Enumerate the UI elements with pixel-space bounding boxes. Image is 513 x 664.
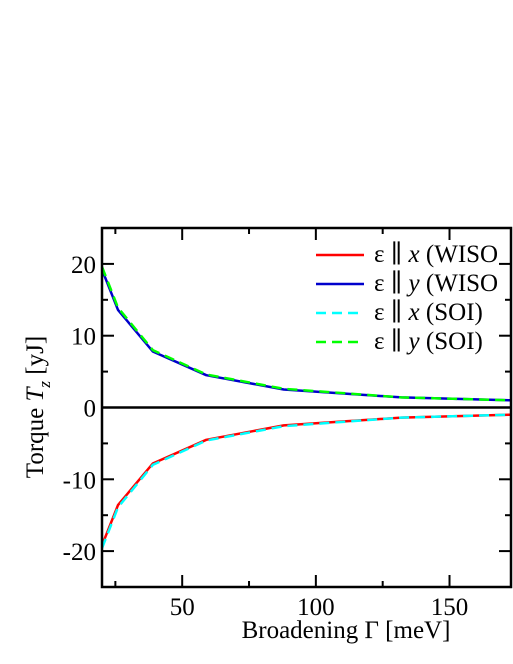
y-axis-label-var: T — [22, 385, 49, 401]
x-tick-label: 50 — [170, 594, 195, 621]
x-tick-label: 100 — [297, 594, 335, 621]
y-tick-label: -20 — [63, 539, 96, 566]
y-tick-label: -10 — [63, 467, 96, 494]
y-axis-label-sub: z — [35, 381, 54, 389]
series-line-1 — [100, 413, 512, 546]
x-axis-label: Broadening Γ [meV] — [242, 617, 451, 644]
y-axis-label: Torque Tz [yJ] — [22, 336, 54, 478]
legend-label-2: ε ∥ y (WISO — [374, 270, 498, 297]
legend-label-4: ε ∥ y (SOI) — [374, 328, 483, 355]
legend-label-1: ε ∥ x (WISO — [374, 241, 498, 268]
x-tick-label: 150 — [431, 594, 469, 621]
y-tick-label: 10 — [71, 324, 96, 351]
y-tick-label: 20 — [71, 252, 96, 279]
series-layer — [100, 266, 512, 549]
y-tick-label: 0 — [84, 396, 97, 423]
ticks-layer: -20 -10 0 10 20 50 100 150 — [63, 227, 511, 621]
series-line-4 — [100, 266, 512, 402]
y-axis-label-unit: [yJ] — [22, 336, 49, 381]
y-axis-label-prefix: Torque — [22, 401, 49, 478]
legend-label-3: ε ∥ x (SOI) — [374, 299, 483, 326]
series-line-3 — [100, 413, 512, 549]
